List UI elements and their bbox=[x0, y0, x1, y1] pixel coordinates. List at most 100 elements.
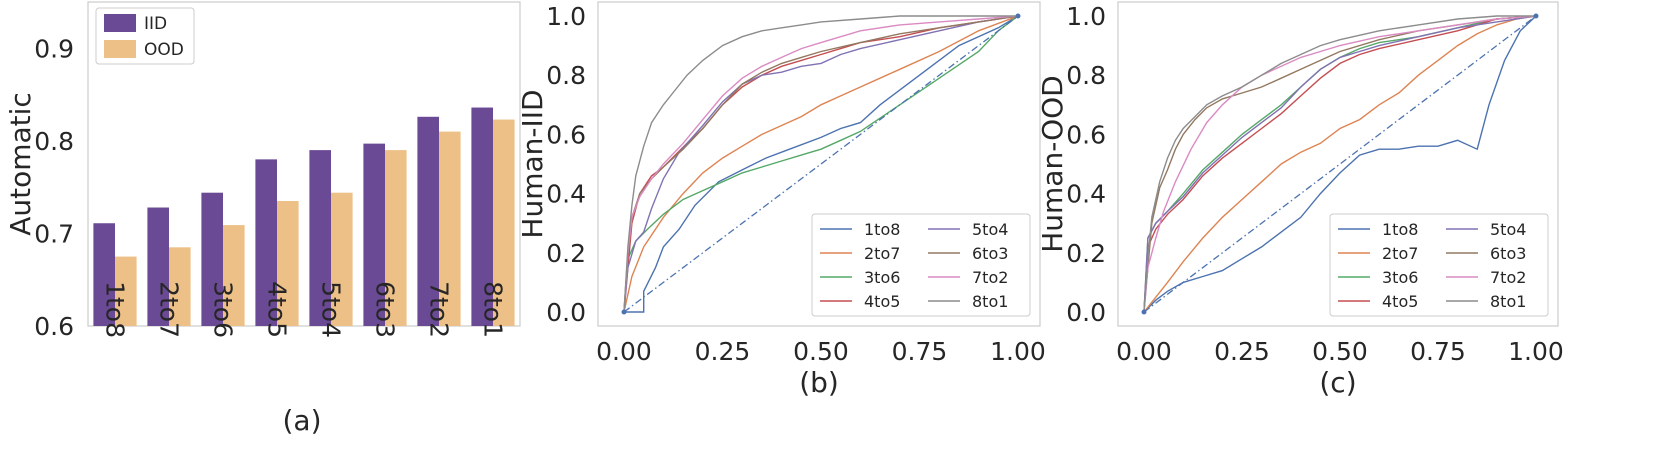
legend-entry: 6to3 bbox=[1490, 244, 1526, 263]
legend-entry: 4to5 bbox=[1382, 292, 1418, 311]
y-tick-label: 0.6 bbox=[34, 312, 74, 341]
x-tick-label: 0.25 bbox=[695, 337, 751, 366]
y-axis-label: Human-OOD bbox=[1036, 75, 1069, 253]
legend-entry: 3to6 bbox=[864, 268, 900, 287]
legend-entry: 4to5 bbox=[864, 292, 900, 311]
series-line bbox=[624, 15, 1019, 313]
y-tick-label: 0.8 bbox=[1066, 61, 1106, 90]
panel-c: 0.00 0.25 0.50 0.75 1.00 0.0 0.2 0.4 0.6 0.8 1.0 Hu… bbox=[1036, 1, 1564, 399]
endpoint-marker bbox=[1533, 13, 1539, 19]
x-tick-label: 0.00 bbox=[1116, 337, 1172, 366]
endpoint-marker bbox=[1141, 309, 1147, 315]
legend-entry: 8to1 bbox=[1490, 292, 1526, 311]
bar bbox=[309, 150, 331, 326]
legend-entry: 8to1 bbox=[972, 292, 1008, 311]
x-tick-label: 4to5 bbox=[262, 281, 291, 338]
x-tick-label: 0.50 bbox=[793, 337, 849, 366]
x-tick-label: 6to3 bbox=[370, 281, 399, 338]
y-tick-label: 1.0 bbox=[1066, 2, 1106, 31]
y-tick-label: 0.2 bbox=[1066, 239, 1106, 268]
y-tick-label: 0.6 bbox=[546, 120, 586, 149]
diagonal-reference-line bbox=[623, 15, 1019, 313]
legend-entry: 1to8 bbox=[1382, 220, 1418, 239]
panel-label: (b) bbox=[799, 366, 839, 399]
endpoint-marker bbox=[621, 309, 627, 315]
y-tick-label: 0.2 bbox=[546, 239, 586, 268]
legend-frame bbox=[1329, 213, 1549, 317]
bar bbox=[169, 247, 191, 326]
legend-entry: 3to6 bbox=[1382, 268, 1418, 287]
bar bbox=[493, 119, 515, 327]
y-tick-label: 0.8 bbox=[546, 61, 586, 90]
legend-entry: OOD bbox=[144, 40, 184, 60]
y-tick-label: 0.8 bbox=[34, 127, 74, 156]
x-tick-label: 0.75 bbox=[1410, 337, 1466, 366]
x-tick-label: 5to4 bbox=[316, 281, 345, 338]
legend-entry: 7to2 bbox=[972, 268, 1008, 287]
y-tick-label: 0.6 bbox=[1066, 120, 1106, 149]
x-tick-label: 0.25 bbox=[1214, 337, 1270, 366]
legend-swatch bbox=[104, 14, 136, 32]
series-line bbox=[623, 15, 1019, 313]
y-tick-label: 0.7 bbox=[34, 219, 74, 248]
bar bbox=[439, 131, 461, 326]
endpoint-marker bbox=[1015, 13, 1021, 19]
x-tick-label: 1to8 bbox=[100, 281, 129, 338]
legend-entry: 5to4 bbox=[1490, 220, 1526, 239]
x-tick-label: 0.50 bbox=[1312, 337, 1368, 366]
series-line bbox=[1143, 15, 1537, 313]
series-line bbox=[623, 15, 1018, 313]
series-line bbox=[1143, 15, 1536, 313]
y-tick-label: 0.0 bbox=[1066, 298, 1106, 327]
panel-label: (c) bbox=[1319, 366, 1356, 399]
bar bbox=[255, 159, 277, 326]
y-tick-label: 0.4 bbox=[546, 180, 586, 209]
bar bbox=[115, 256, 137, 326]
bar bbox=[93, 223, 115, 326]
legend: 1to8 2to7 3to6 4to5 5to4 6to3 7to2 8to1 bbox=[1329, 213, 1549, 317]
x-tick-label: 8to1 bbox=[478, 281, 507, 338]
legend: 1to8 2to7 3to6 4to5 5to4 6to3 7to2 8to1 bbox=[811, 213, 1031, 317]
x-tick-label: 1.00 bbox=[990, 337, 1046, 366]
y-axis-label: Human-IID bbox=[516, 89, 549, 238]
bar bbox=[201, 192, 223, 326]
plot-frame bbox=[1117, 1, 1559, 327]
bar bbox=[417, 116, 439, 326]
x-tick-label: 2to7 bbox=[154, 281, 183, 338]
legend-frame bbox=[811, 213, 1031, 317]
bar bbox=[331, 192, 353, 326]
series-line bbox=[1143, 15, 1537, 313]
series-line bbox=[623, 15, 1019, 313]
y-axis-label: Automatic bbox=[4, 92, 37, 236]
diagonal-reference-line bbox=[1143, 15, 1537, 313]
x-tick-label: 1.00 bbox=[1508, 337, 1564, 366]
series-line bbox=[623, 15, 1019, 313]
panel-b: 0.00 0.25 0.50 0.75 1.00 0.0 0.2 0.4 0.6 0.8 1.0 Hu… bbox=[516, 1, 1046, 399]
bar bbox=[277, 201, 299, 326]
series-line bbox=[623, 15, 1019, 313]
legend-entry: 2to7 bbox=[1382, 244, 1418, 263]
y-tick-label: 0.0 bbox=[546, 298, 586, 327]
bar bbox=[363, 143, 385, 326]
bar bbox=[223, 225, 245, 326]
legend-entry: 1to8 bbox=[864, 220, 900, 239]
x-tick-label: 7to2 bbox=[424, 281, 453, 338]
x-tick-label: 3to6 bbox=[208, 281, 237, 338]
plot-frame bbox=[87, 1, 521, 327]
bar bbox=[385, 150, 407, 326]
bar bbox=[471, 107, 493, 326]
series-line bbox=[623, 15, 1019, 313]
y-tick-label: 0.9 bbox=[34, 34, 74, 63]
series-line bbox=[1143, 15, 1537, 313]
y-tick-label: 0.4 bbox=[1066, 180, 1106, 209]
panel-label: (a) bbox=[282, 404, 321, 437]
panel-a: 0.6 0.7 0.8 0.9 1to8 2to7 3to6 4to5 5to4 6to3 7to2… bbox=[4, 1, 521, 437]
legend-entry: IID bbox=[144, 14, 167, 34]
legend-swatch bbox=[104, 40, 136, 58]
x-tick-label: 0.00 bbox=[596, 337, 652, 366]
x-tick-label: 0.75 bbox=[892, 337, 948, 366]
series-line bbox=[1143, 15, 1537, 313]
y-tick-label: 1.0 bbox=[546, 2, 586, 31]
